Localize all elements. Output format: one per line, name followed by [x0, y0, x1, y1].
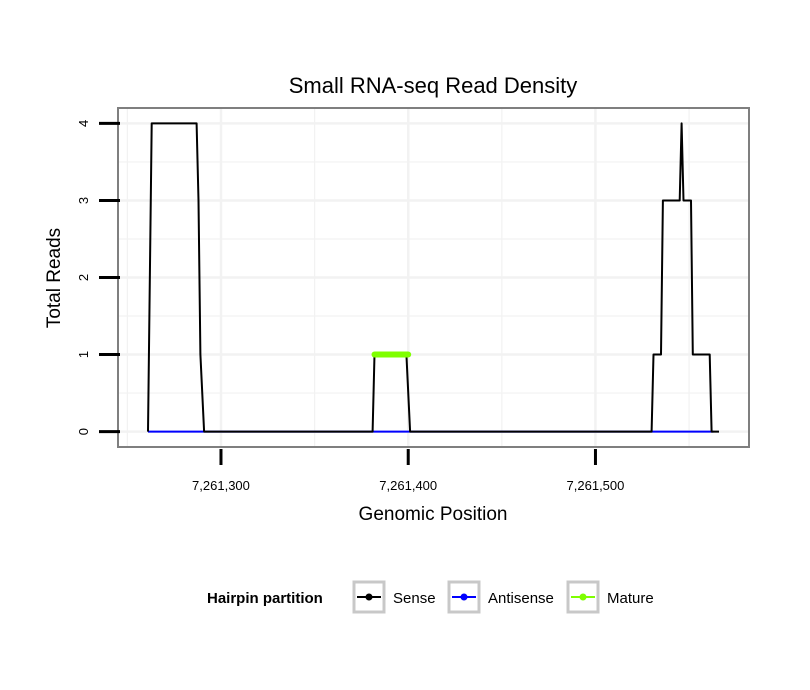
legend-item-sense: Sense [352, 580, 436, 614]
y-tick-label: 4 [76, 120, 91, 127]
legend-key-box [447, 580, 481, 614]
y-tick-label: 0 [76, 428, 91, 435]
series-layer [147, 122, 719, 433]
y-axis-title: Total Reads [44, 228, 65, 328]
legend-key-point [579, 593, 587, 601]
y-tick-label: 2 [76, 274, 91, 281]
legend-label-mature: Mature [607, 590, 654, 607]
y-tick-label: 1 [76, 351, 91, 358]
legend-item-antisense: Antisense [447, 580, 554, 614]
x-tick-label: 7,261,500 [567, 478, 625, 493]
legend: Hairpin partition Sense Antisense Mature [207, 580, 654, 614]
legend-label-antisense: Antisense [488, 590, 554, 607]
legend-key-point [365, 593, 373, 601]
x-axis-title: Genomic Position [359, 504, 508, 525]
chart-title: Small RNA-seq Read Density [289, 73, 578, 98]
series-sense-line [147, 122, 719, 433]
grid [118, 108, 749, 447]
y-axis: 0 1 2 3 4 [76, 120, 120, 435]
x-tick-label: 7,261,400 [379, 478, 437, 493]
x-axis: 7,261,300 7,261,400 7,261,500 [192, 449, 624, 493]
legend-label-sense: Sense [393, 590, 436, 607]
y-tick-label: 3 [76, 197, 91, 204]
legend-key-point [460, 593, 468, 601]
legend-item-mature: Mature [566, 580, 654, 614]
legend-title: Hairpin partition [207, 590, 323, 607]
x-tick-label: 7,261,300 [192, 478, 250, 493]
